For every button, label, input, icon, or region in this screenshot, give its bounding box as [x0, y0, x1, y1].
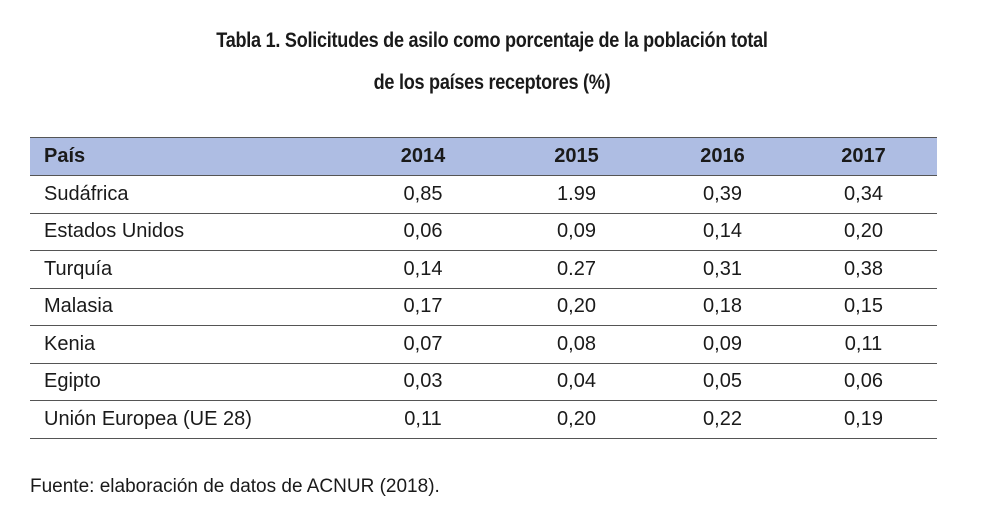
- cell-country: Turquía: [30, 250, 348, 289]
- cell-country: Sudáfrica: [30, 175, 348, 214]
- table-title-line-2: de los países receptores (%): [373, 71, 611, 94]
- table-header-row: País 2014 2015 2016 2017: [30, 137, 937, 176]
- cell-value: 0,05: [655, 363, 790, 401]
- header-2014: 2014: [348, 137, 498, 176]
- cell-value: 0,09: [655, 325, 790, 364]
- cell-value: 0,20: [498, 400, 655, 439]
- table-row: Sudáfrica 0,85 1.99 0,39 0,34: [30, 175, 937, 214]
- cell-value: 0,04: [498, 363, 655, 401]
- cell-value: 0,15: [790, 288, 937, 326]
- cell-value: 0,06: [348, 213, 498, 251]
- data-table-container: País 2014 2015 2016 2017 Sudáfrica 0,85 …: [30, 137, 937, 439]
- cell-value: 0,19: [790, 400, 937, 439]
- table-row: Unión Europea (UE 28) 0,11 0,20 0,22 0,1…: [30, 400, 937, 439]
- cell-value: 0,11: [348, 400, 498, 439]
- cell-value: 0.27: [498, 250, 655, 289]
- table-row: Estados Unidos 0,06 0,09 0,14 0,20: [30, 213, 937, 251]
- cell-country: Estados Unidos: [30, 213, 348, 251]
- cell-value: 0,38: [790, 250, 937, 289]
- cell-value: 0,11: [790, 325, 937, 364]
- cell-value: 0,18: [655, 288, 790, 326]
- cell-value: 0,14: [348, 250, 498, 289]
- cell-value: 0,14: [655, 213, 790, 251]
- cell-value: 0,17: [348, 288, 498, 326]
- cell-value: 0,85: [348, 175, 498, 214]
- table-row: Turquía 0,14 0.27 0,31 0,38: [30, 250, 937, 289]
- table-row: Egipto 0,03 0,04 0,05 0,06: [30, 363, 937, 401]
- table-title-line-1: Tabla 1. Solicitudes de asilo como porce…: [216, 29, 768, 52]
- table-row: Kenia 0,07 0,08 0,09 0,11: [30, 325, 937, 364]
- cell-value: 0,20: [790, 213, 937, 251]
- cell-value: 0,07: [348, 325, 498, 364]
- cell-value: 0,22: [655, 400, 790, 439]
- header-2015: 2015: [498, 137, 655, 176]
- table-row: Malasia 0,17 0,20 0,18 0,15: [30, 288, 937, 326]
- header-2016: 2016: [655, 137, 790, 176]
- header-country: País: [30, 137, 348, 176]
- cell-value: 0,06: [790, 363, 937, 401]
- cell-value: 0,03: [348, 363, 498, 401]
- cell-country: Kenia: [30, 325, 348, 364]
- cell-value: 0,20: [498, 288, 655, 326]
- cell-value: 0,31: [655, 250, 790, 289]
- cell-country: Egipto: [30, 363, 348, 401]
- cell-country: Malasia: [30, 288, 348, 326]
- cell-value: 0,34: [790, 175, 937, 214]
- cell-value: 0,09: [498, 213, 655, 251]
- cell-value: 1.99: [498, 175, 655, 214]
- asylum-requests-table: País 2014 2015 2016 2017 Sudáfrica 0,85 …: [30, 137, 937, 439]
- cell-country: Unión Europea (UE 28): [30, 400, 348, 439]
- cell-value: 0,08: [498, 325, 655, 364]
- header-2017: 2017: [790, 137, 937, 176]
- cell-value: 0,39: [655, 175, 790, 214]
- source-note: Fuente: elaboración de datos de ACNUR (2…: [30, 476, 440, 497]
